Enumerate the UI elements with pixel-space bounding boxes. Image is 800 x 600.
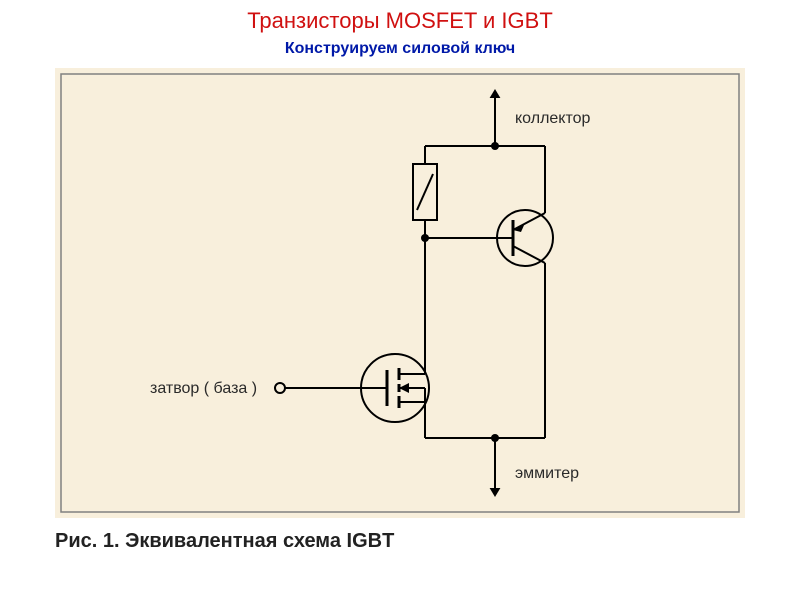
figure-caption: Рис. 1. Эквивалентная схема IGBT <box>55 530 394 553</box>
label-emitter: эммитер <box>515 465 579 482</box>
page-subtitle: Конструируем силовой ключ <box>0 40 800 58</box>
circuit-figure: коллектор затвор ( база ) эммитер <box>55 68 745 518</box>
label-collector: коллектор <box>515 110 591 127</box>
page-title: Транзисторы MOSFET и IGBT <box>0 8 800 34</box>
label-gate: затвор ( база ) <box>150 380 257 397</box>
circuit-svg: коллектор затвор ( база ) эммитер <box>55 68 745 518</box>
